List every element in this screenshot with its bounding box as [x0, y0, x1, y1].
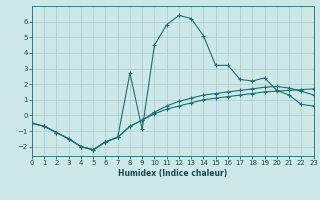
X-axis label: Humidex (Indice chaleur): Humidex (Indice chaleur) [118, 169, 228, 178]
